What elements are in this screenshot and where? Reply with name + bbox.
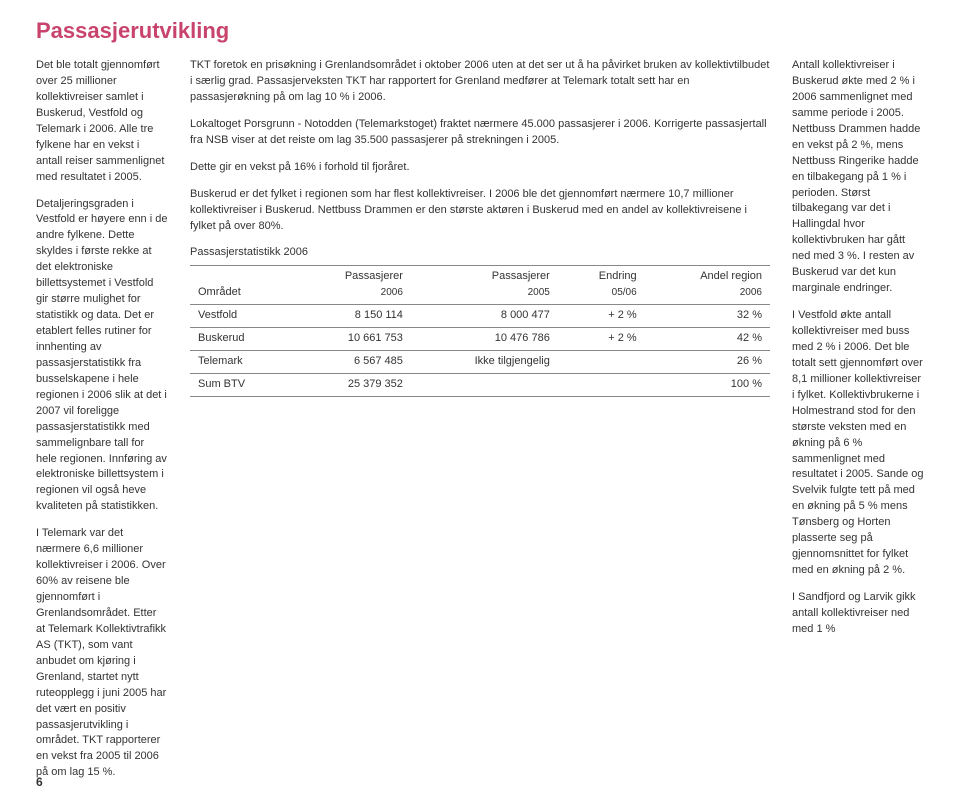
table-title: Passasjerstatistikk 2006 bbox=[190, 245, 770, 261]
col2-para4: Buskerud er det fylket i regionen som ha… bbox=[190, 187, 770, 235]
th-pass-2005: Passasjerer2005 bbox=[411, 266, 558, 305]
col3-para2: I Vestfold økte antall kollektivreiser m… bbox=[792, 308, 924, 579]
cell: 8 000 477 bbox=[411, 305, 558, 328]
page-number: 6 bbox=[36, 775, 43, 789]
col1-para2: Detaljeringsgraden i Vestfold er høyere … bbox=[36, 197, 168, 516]
statistics-table-wrapper: Passasjerstatistikk 2006 Området Passasj… bbox=[190, 245, 770, 397]
column-2: TKT foretok en prisøkning i Grenlandsomr… bbox=[190, 58, 770, 792]
cell: Ikke tilgjengelig bbox=[411, 351, 558, 374]
table-row: Vestfold 8 150 114 8 000 477 + 2 % 32 % bbox=[190, 305, 770, 328]
cell: 42 % bbox=[645, 328, 770, 351]
table-row: Sum BTV 25 379 352 100 % bbox=[190, 374, 770, 397]
col2-para3: Dette gir en vekst på 16% i forhold til … bbox=[190, 160, 770, 176]
col3-para3: I Sandfjord og Larvik gikk antall kollek… bbox=[792, 590, 924, 638]
col2-para1: TKT foretok en prisøkning i Grenlandsomr… bbox=[190, 58, 770, 106]
col2-para2: Lokaltoget Porsgrunn - Notodden (Telemar… bbox=[190, 117, 770, 149]
th-pass-2006: Passasjerer2006 bbox=[292, 266, 411, 305]
column-3: Antall kollektivreiser i Buskerud økte m… bbox=[792, 58, 924, 792]
col1-para3: I Telemark var det nærmere 6,6 millioner… bbox=[36, 526, 168, 781]
cell: 10 476 786 bbox=[411, 328, 558, 351]
cell: 6 567 485 bbox=[292, 351, 411, 374]
cell: 10 661 753 bbox=[292, 328, 411, 351]
col1-para1: Det ble totalt gjennomført over 25 milli… bbox=[36, 58, 168, 186]
cell: + 2 % bbox=[558, 328, 645, 351]
page-title: Passasjerutvikling bbox=[36, 18, 924, 44]
column-1: Det ble totalt gjennomført over 25 milli… bbox=[36, 58, 168, 792]
table-row: Buskerud 10 661 753 10 476 786 + 2 % 42 … bbox=[190, 328, 770, 351]
cell: + 2 % bbox=[558, 305, 645, 328]
col3-para1: Antall kollektivreiser i Buskerud økte m… bbox=[792, 58, 924, 297]
cell bbox=[558, 374, 645, 397]
th-area: Området bbox=[190, 266, 292, 305]
cell: Sum BTV bbox=[190, 374, 292, 397]
statistics-table: Området Passasjerer2006 Passasjerer2005 … bbox=[190, 265, 770, 397]
cell bbox=[411, 374, 558, 397]
cell: 8 150 114 bbox=[292, 305, 411, 328]
cell: 25 379 352 bbox=[292, 374, 411, 397]
cell: Telemark bbox=[190, 351, 292, 374]
table-row: Telemark 6 567 485 Ikke tilgjengelig 26 … bbox=[190, 351, 770, 374]
th-change: Endring05/06 bbox=[558, 266, 645, 305]
cell: 32 % bbox=[645, 305, 770, 328]
cell: Vestfold bbox=[190, 305, 292, 328]
th-share: Andel region2006 bbox=[645, 266, 770, 305]
cell: 26 % bbox=[645, 351, 770, 374]
cell: 100 % bbox=[645, 374, 770, 397]
cell bbox=[558, 351, 645, 374]
body-columns: Det ble totalt gjennomført over 25 milli… bbox=[36, 58, 924, 792]
cell: Buskerud bbox=[190, 328, 292, 351]
